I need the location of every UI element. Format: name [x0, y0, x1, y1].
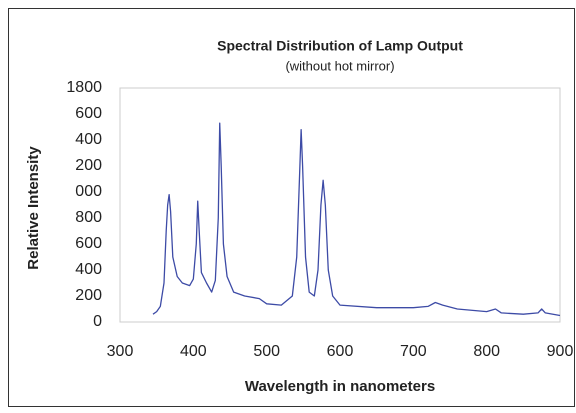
- x-axis-label: Wavelength in nanometers: [245, 378, 435, 395]
- y-tick-label: 400: [75, 261, 102, 278]
- y-tick-label: 200: [75, 287, 102, 304]
- chart-title: Spectral Distribution of Lamp Output: [217, 38, 463, 54]
- y-tick-label: 000: [75, 183, 102, 200]
- spectrum-line: [152, 122, 561, 317]
- y-tick-label: 400: [75, 131, 102, 148]
- x-tick-label: 700: [400, 343, 427, 360]
- y-tick-label: 600: [75, 235, 102, 252]
- x-tick-label: 300: [107, 343, 134, 360]
- x-tick-label: 800: [473, 343, 500, 360]
- y-axis-label: Relative Intensity: [25, 146, 42, 270]
- y-tick-label: 600: [75, 105, 102, 122]
- frame: [8, 8, 575, 407]
- x-tick-label: 500: [253, 343, 280, 360]
- y-tick-label: 0: [93, 313, 102, 330]
- plot-area: [119, 87, 561, 323]
- x-tick-label: 400: [180, 343, 207, 360]
- chart-subtitle: (without hot mirror): [285, 58, 394, 73]
- y-tick-label: 1800: [66, 79, 102, 96]
- x-tick-label: 600: [327, 343, 354, 360]
- y-tick-label: 800: [75, 209, 102, 226]
- x-tick-label: 900: [547, 343, 574, 360]
- y-tick-label: 200: [75, 157, 102, 174]
